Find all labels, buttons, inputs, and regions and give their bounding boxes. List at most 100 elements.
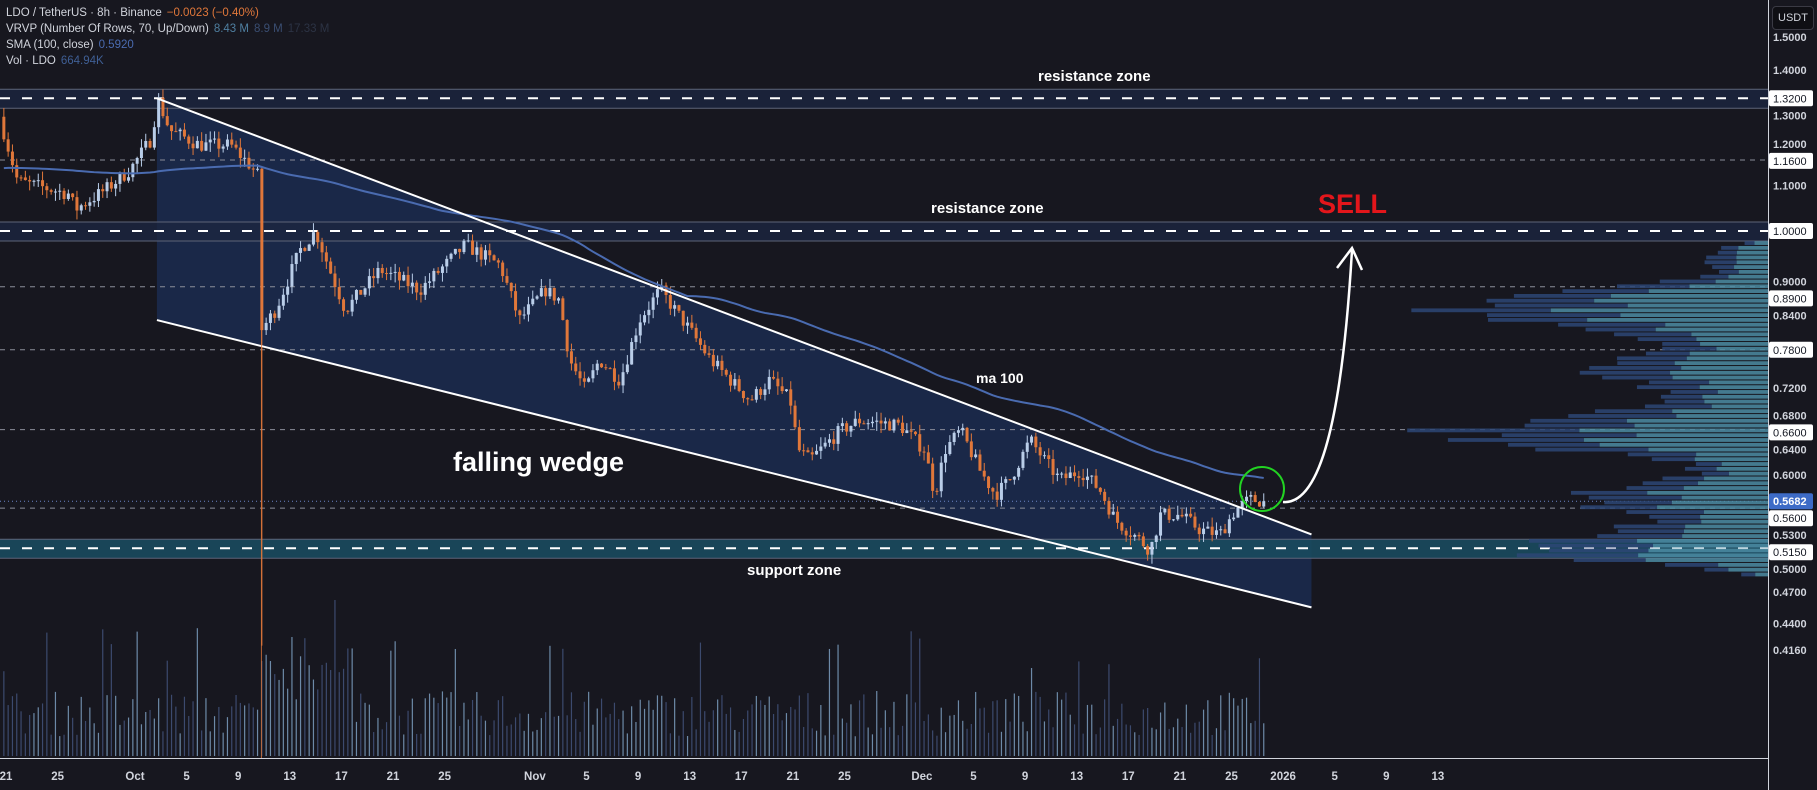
candle-body — [1197, 527, 1201, 535]
candle-body — [264, 322, 268, 331]
candle — [1030, 434, 1034, 446]
candle — [823, 437, 827, 449]
vrvp-value-down: 8.9 M — [253, 23, 283, 35]
level-price-tag — [1769, 152, 1813, 169]
candle-body — [247, 157, 251, 169]
candle-body — [1227, 519, 1231, 534]
candle-body — [741, 391, 745, 399]
legend-vol-row[interactable]: Vol · LDO 664.94K — [6, 53, 334, 69]
candle — [625, 355, 629, 375]
vrvp-row-up — [1671, 500, 1768, 505]
candle — [1004, 476, 1008, 490]
falling-wedge-label: falling wedge — [453, 447, 624, 477]
candle-body — [754, 389, 758, 400]
candle — [432, 268, 436, 288]
candle-body — [195, 140, 199, 149]
vol-value: 664.94K — [60, 55, 104, 67]
candle — [1223, 523, 1227, 534]
candle-body — [1021, 451, 1025, 468]
candle — [230, 132, 234, 148]
legend-vrvp-row[interactable]: VRVP (Number Of Rows, 70, Up/Down) 8.43 M… — [6, 21, 334, 37]
vrvp-row-up — [1634, 423, 1768, 428]
candle-body — [587, 378, 591, 382]
candle-body — [41, 180, 45, 187]
candle — [66, 189, 70, 201]
legend-sma-row[interactable]: SMA (100, close) 0.5920 — [6, 37, 334, 53]
candle-body — [939, 462, 943, 492]
vrvp-row-down — [1670, 390, 1718, 394]
price-tick-label: 0.9000 — [1773, 276, 1807, 288]
candle-body — [208, 139, 212, 143]
candle — [707, 345, 711, 358]
candle — [539, 279, 543, 297]
candle — [1064, 466, 1068, 486]
candle — [294, 252, 298, 272]
candle — [901, 415, 905, 436]
time-tick-label: 25 — [1225, 771, 1238, 783]
candle — [531, 290, 535, 307]
vrvp-row-down — [1649, 380, 1710, 385]
candle — [827, 433, 831, 447]
vrvp-row-down — [1719, 269, 1739, 274]
candle-body — [1184, 513, 1188, 517]
candle — [363, 287, 367, 297]
vrvp-row-down — [1649, 514, 1701, 519]
candle-body — [1034, 436, 1038, 448]
price-tick-label: 0.6000 — [1773, 470, 1807, 482]
candle — [1236, 506, 1240, 518]
ma-100-label: ma 100 — [976, 370, 1024, 386]
candle-body — [591, 370, 595, 379]
candle-body — [410, 282, 414, 287]
vrvp-row-up — [1647, 490, 1768, 495]
candle — [1124, 528, 1128, 542]
candle — [1021, 449, 1025, 471]
candle — [225, 134, 229, 150]
time-tick-label: 21 — [1174, 771, 1187, 783]
candle — [178, 127, 182, 141]
candle-body — [750, 399, 754, 401]
candle — [1184, 507, 1188, 524]
candle-body — [896, 419, 900, 423]
price-tick-label: 0.6800 — [1773, 410, 1807, 422]
candle — [509, 282, 513, 298]
candle — [53, 188, 57, 201]
candle — [582, 371, 586, 388]
candle-body — [281, 294, 285, 306]
candle-body — [552, 287, 556, 301]
candle — [96, 183, 100, 208]
candle — [1085, 468, 1089, 489]
candle-body — [823, 442, 827, 447]
candle — [913, 431, 917, 436]
candle — [896, 417, 900, 426]
vrvp-row-up — [1550, 308, 1768, 313]
sma-100-line — [3, 164, 1264, 479]
time-tick-label: 5 — [1331, 771, 1338, 783]
candle — [1232, 512, 1236, 521]
vrvp-row-down — [1516, 553, 1639, 558]
candle — [1081, 468, 1085, 487]
candle — [1090, 475, 1094, 484]
candle-body — [342, 299, 346, 311]
legend-symbol-row[interactable]: LDO / TetherUS · 8h · Binance −0.0023 (−0… — [6, 5, 334, 21]
candle — [918, 424, 922, 457]
vrvp-row-up — [1674, 361, 1768, 366]
candle-body — [673, 305, 677, 309]
price-tick-label: 1.5000 — [1773, 32, 1807, 44]
time-tick-label: 5 — [183, 771, 190, 783]
candle-body — [415, 282, 419, 293]
candle — [1176, 505, 1180, 521]
candle — [1068, 466, 1072, 479]
candle-body — [595, 363, 599, 371]
candle — [634, 328, 638, 350]
candle-body — [350, 299, 354, 312]
candle-body — [638, 322, 642, 336]
candle-body — [918, 434, 922, 452]
vrvp-row-down — [1660, 394, 1703, 399]
candle — [1154, 534, 1158, 549]
candle — [19, 175, 23, 182]
candle-body — [509, 282, 513, 292]
currency-button[interactable]: USDT — [1772, 6, 1814, 30]
candle-body — [836, 426, 840, 444]
vrvp-row-up — [1697, 481, 1768, 486]
